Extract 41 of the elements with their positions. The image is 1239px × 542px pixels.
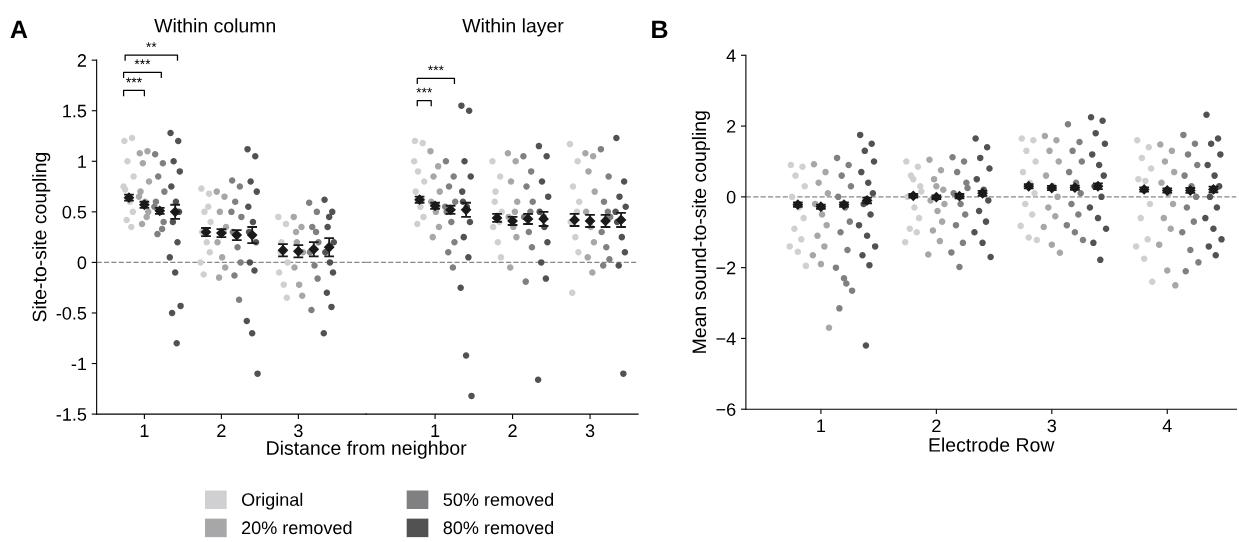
y-tick-label: -1.5	[56, 408, 87, 421]
annotation: ***	[416, 87, 433, 93]
legend-label: 20% removed	[242, 520, 352, 535]
y-tick-label: 2	[77, 54, 87, 67]
x-tick-label: 2	[217, 424, 226, 437]
x-tick-label: 1	[431, 424, 440, 437]
x-tick-label: 2	[932, 419, 941, 433]
y-axis-title: Mean sound-to-site coupling	[691, 111, 711, 353]
y-tick-label: 1.5	[63, 104, 87, 118]
chart-title: Within layer	[462, 18, 564, 37]
x-tick-label: 1	[140, 424, 149, 437]
x-tick-label: 3	[1047, 419, 1057, 433]
y-tick-label: 1	[78, 155, 87, 168]
x-tick-label: 2	[508, 424, 517, 437]
annotation: ***	[427, 65, 444, 71]
annotation: ***	[126, 77, 142, 83]
text: A	[10, 20, 28, 38]
y-tick-label: -0.5	[56, 306, 87, 320]
y-tick-label: 4	[726, 49, 736, 62]
y-tick-label: 0	[726, 190, 736, 204]
chart-title: Within column	[154, 18, 276, 33]
legend-label: 50% removed	[443, 492, 554, 507]
y-tick-label: −6	[716, 403, 736, 416]
legend-label: 80% removed	[443, 520, 554, 535]
y-tick-label: -1	[71, 357, 87, 371]
y-tick-label: −4	[716, 332, 736, 345]
legend-label: Original	[241, 492, 303, 510]
x-tick-label: 3	[585, 424, 595, 438]
y-tick-label: 0	[77, 256, 87, 270]
y-tick-label: 0.5	[62, 205, 87, 219]
y-tick-label: −2	[716, 261, 736, 275]
annotation: ***	[134, 59, 151, 65]
x-tick-label: 3	[294, 424, 303, 438]
y-axis-title: Site-to-site coupling	[32, 152, 51, 322]
text: **	[146, 42, 157, 48]
x-axis-title: Distance from neighbor	[267, 440, 467, 459]
text: B	[652, 20, 668, 38]
x-tick-label: 1	[817, 419, 826, 433]
y-tick-label: 2	[727, 120, 736, 133]
x-tick-label: 4	[1162, 419, 1172, 433]
x-axis-title: Electrode Row	[929, 437, 1055, 452]
